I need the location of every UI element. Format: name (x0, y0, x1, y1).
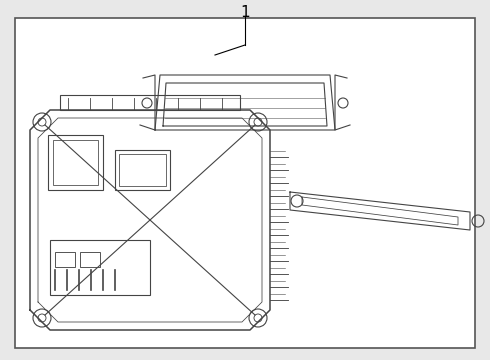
Bar (115, 150, 170, 190)
Text: 1: 1 (240, 5, 250, 19)
Polygon shape (30, 110, 270, 330)
Bar (50, 240, 150, 295)
Bar (55, 252, 75, 267)
Bar (60, 95, 240, 110)
Bar (119, 154, 166, 186)
Bar (80, 252, 100, 267)
Bar (48, 135, 103, 190)
Bar (53, 140, 98, 185)
